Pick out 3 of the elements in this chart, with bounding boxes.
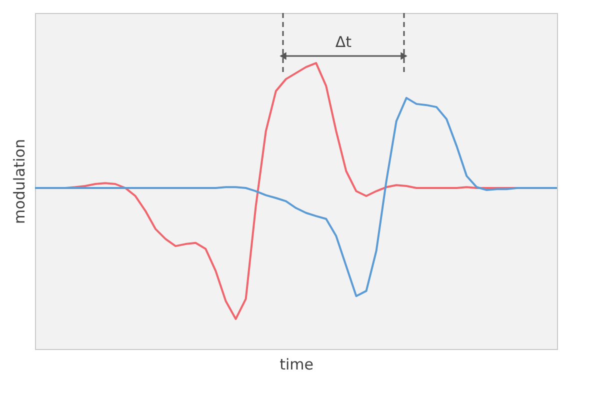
x-axis-title: time bbox=[280, 356, 314, 374]
y-axis-title: modulation bbox=[10, 139, 28, 224]
text: Δt bbox=[335, 33, 352, 51]
